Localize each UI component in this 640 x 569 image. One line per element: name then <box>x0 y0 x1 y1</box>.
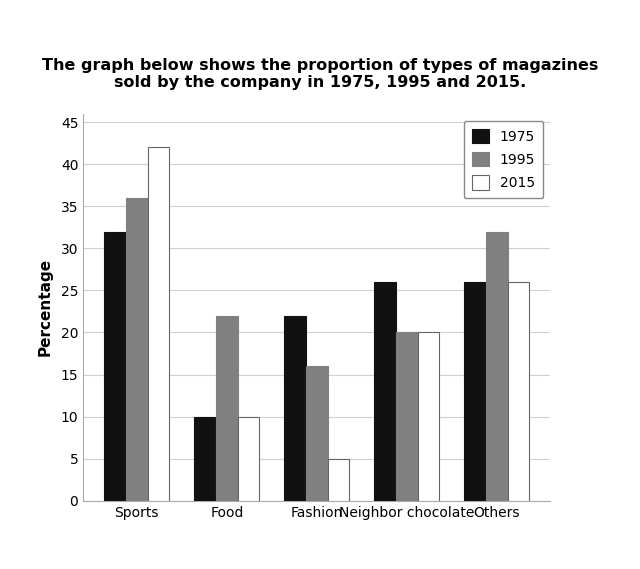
Bar <box>417 332 439 501</box>
Bar <box>148 147 169 501</box>
Y-axis label: Percentage: Percentage <box>37 258 52 356</box>
Bar <box>306 366 328 501</box>
Bar <box>284 316 306 501</box>
Legend: 1975, 1995, 2015: 1975, 1995, 2015 <box>463 121 543 199</box>
Bar <box>374 282 396 501</box>
Bar <box>328 459 349 501</box>
Bar <box>396 332 417 501</box>
Bar <box>195 417 216 501</box>
Bar <box>126 198 148 501</box>
Bar <box>237 417 259 501</box>
Bar <box>486 232 508 501</box>
Text: The graph below shows the proportion of types of magazines
sold by the company i: The graph below shows the proportion of … <box>42 58 598 90</box>
Bar <box>104 232 126 501</box>
Bar <box>216 316 237 501</box>
Bar <box>465 282 486 501</box>
Bar <box>508 282 529 501</box>
